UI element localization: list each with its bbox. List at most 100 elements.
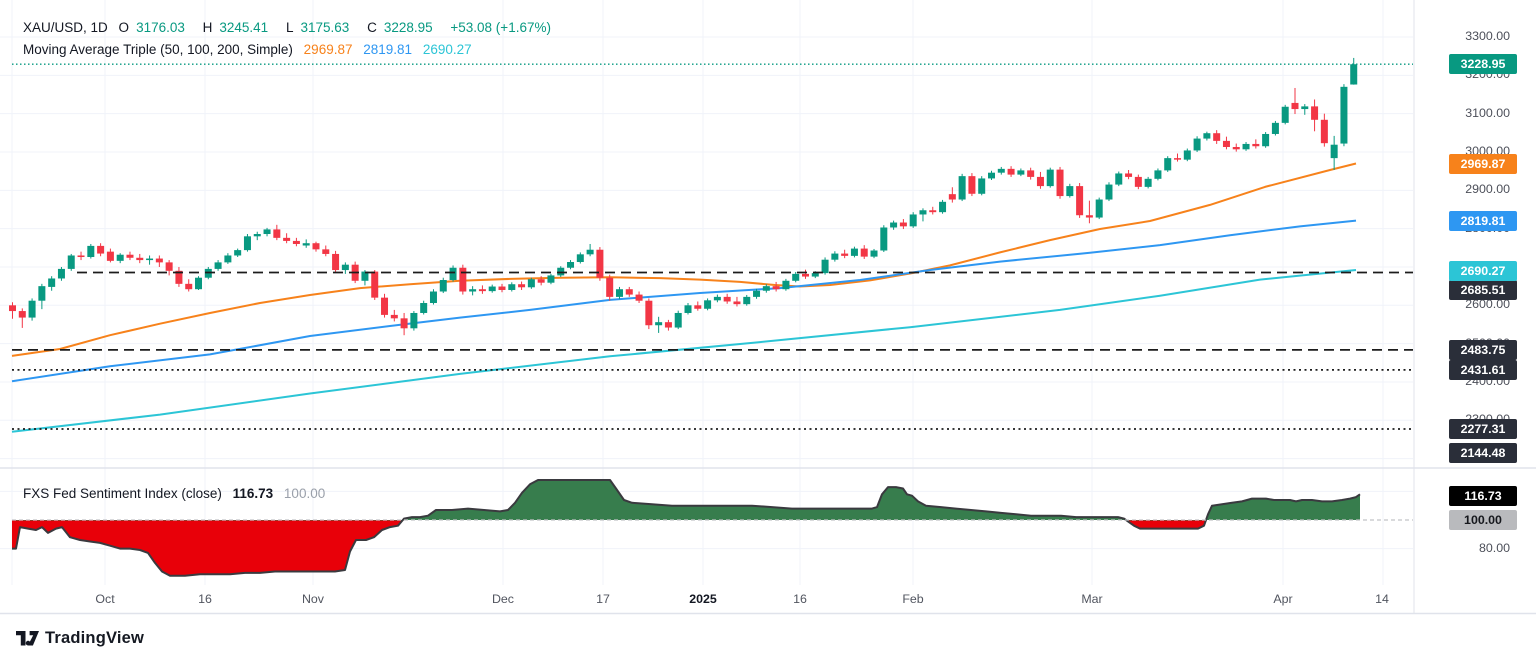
ma100-value: 2819.81 bbox=[363, 42, 413, 57]
candle bbox=[919, 208, 927, 222]
candle bbox=[909, 212, 917, 228]
candle bbox=[645, 298, 653, 330]
candle bbox=[155, 255, 163, 267]
candle bbox=[283, 233, 291, 244]
price-axis-badge: 2277.31 bbox=[1449, 418, 1517, 439]
candle bbox=[1301, 104, 1309, 115]
candle bbox=[57, 266, 65, 281]
candle bbox=[850, 246, 858, 258]
candle bbox=[28, 298, 36, 321]
candle bbox=[527, 277, 535, 289]
candle bbox=[1154, 168, 1162, 181]
time-axis-label: 16 bbox=[198, 592, 212, 606]
candle bbox=[97, 243, 105, 257]
candle bbox=[136, 253, 144, 264]
ohlc-open: O 3176.03 bbox=[118, 20, 185, 35]
candle bbox=[1232, 143, 1240, 152]
candle bbox=[488, 284, 496, 293]
candle bbox=[253, 231, 261, 241]
candle bbox=[1271, 120, 1279, 136]
candle bbox=[332, 250, 340, 273]
candle bbox=[361, 270, 369, 286]
candle bbox=[860, 245, 868, 259]
price-axis-label: 2600.00 bbox=[1465, 297, 1510, 312]
gridlines bbox=[0, 0, 1413, 585]
sentiment-fill-below bbox=[12, 520, 1206, 576]
candle bbox=[1320, 113, 1328, 147]
candle bbox=[1242, 142, 1250, 151]
candle bbox=[939, 199, 947, 214]
candle bbox=[958, 173, 966, 202]
candle bbox=[899, 219, 907, 230]
time-axis-label: Feb bbox=[902, 592, 924, 606]
time-axis-label: Dec bbox=[491, 592, 515, 606]
candle bbox=[1164, 156, 1172, 172]
time-axis-label: 16 bbox=[793, 592, 807, 606]
candle bbox=[263, 227, 271, 237]
candle bbox=[1036, 171, 1044, 189]
candle bbox=[1252, 139, 1260, 149]
candle bbox=[625, 286, 633, 297]
candle bbox=[478, 285, 486, 294]
ma-line-100 bbox=[11, 219, 1357, 383]
symbol-title[interactable]: XAU/USD, 1D bbox=[23, 20, 108, 35]
candle bbox=[1350, 57, 1358, 85]
candle bbox=[723, 293, 731, 304]
candle bbox=[929, 206, 937, 215]
candle bbox=[586, 243, 594, 257]
candle bbox=[508, 282, 516, 292]
candle bbox=[1105, 182, 1113, 202]
candle bbox=[1262, 132, 1270, 148]
candle bbox=[1193, 136, 1201, 152]
candle bbox=[420, 300, 428, 315]
ohlc-close: C 3228.95 bbox=[367, 20, 433, 35]
candle bbox=[753, 288, 761, 299]
candle bbox=[547, 273, 555, 285]
candle bbox=[429, 289, 437, 305]
candle bbox=[214, 260, 222, 271]
candle bbox=[518, 281, 526, 290]
price-axis-badge: 2969.87 bbox=[1449, 153, 1517, 174]
candle bbox=[469, 286, 477, 296]
candle bbox=[1144, 176, 1152, 189]
candle bbox=[1027, 167, 1035, 180]
candle bbox=[674, 310, 682, 330]
candle bbox=[821, 257, 829, 275]
price-axis-label: 3300.00 bbox=[1465, 29, 1510, 43]
candle bbox=[322, 245, 330, 257]
candle bbox=[1203, 131, 1211, 141]
candle bbox=[596, 247, 604, 281]
candle bbox=[1134, 174, 1142, 190]
candle bbox=[978, 176, 986, 196]
candle bbox=[224, 253, 232, 264]
candle bbox=[243, 234, 251, 252]
price-axis-badge: 2685.51 bbox=[1449, 280, 1517, 300]
candle bbox=[1115, 171, 1123, 187]
candle bbox=[18, 308, 26, 328]
candle bbox=[762, 284, 770, 293]
candle bbox=[439, 277, 447, 294]
candle bbox=[165, 260, 173, 276]
candle bbox=[655, 316, 663, 333]
candle bbox=[1056, 166, 1064, 199]
candle bbox=[968, 173, 976, 197]
candle bbox=[635, 291, 643, 304]
price-axis-badge: 2144.48 bbox=[1449, 443, 1517, 463]
candle bbox=[567, 260, 575, 270]
candle bbox=[1222, 136, 1230, 150]
time-axis-label: Nov bbox=[301, 592, 325, 606]
candle bbox=[146, 255, 154, 265]
indicator-axis-label: 80.00 bbox=[1478, 540, 1510, 555]
candle bbox=[185, 279, 193, 292]
indicator-axis-badge: 100.00 bbox=[1449, 510, 1517, 530]
candle bbox=[38, 283, 46, 310]
candle bbox=[792, 271, 800, 283]
sentiment-indicator-title[interactable]: FXS Fed Sentiment Index (close) bbox=[23, 486, 222, 501]
candle bbox=[400, 312, 408, 336]
tradingview-attribution[interactable]: TradingView bbox=[16, 629, 144, 648]
ma-indicator-title[interactable]: Moving Average Triple (50, 100, 200, Sim… bbox=[23, 42, 293, 57]
time-axis-label: 14 bbox=[1375, 592, 1389, 606]
candle bbox=[371, 270, 379, 300]
